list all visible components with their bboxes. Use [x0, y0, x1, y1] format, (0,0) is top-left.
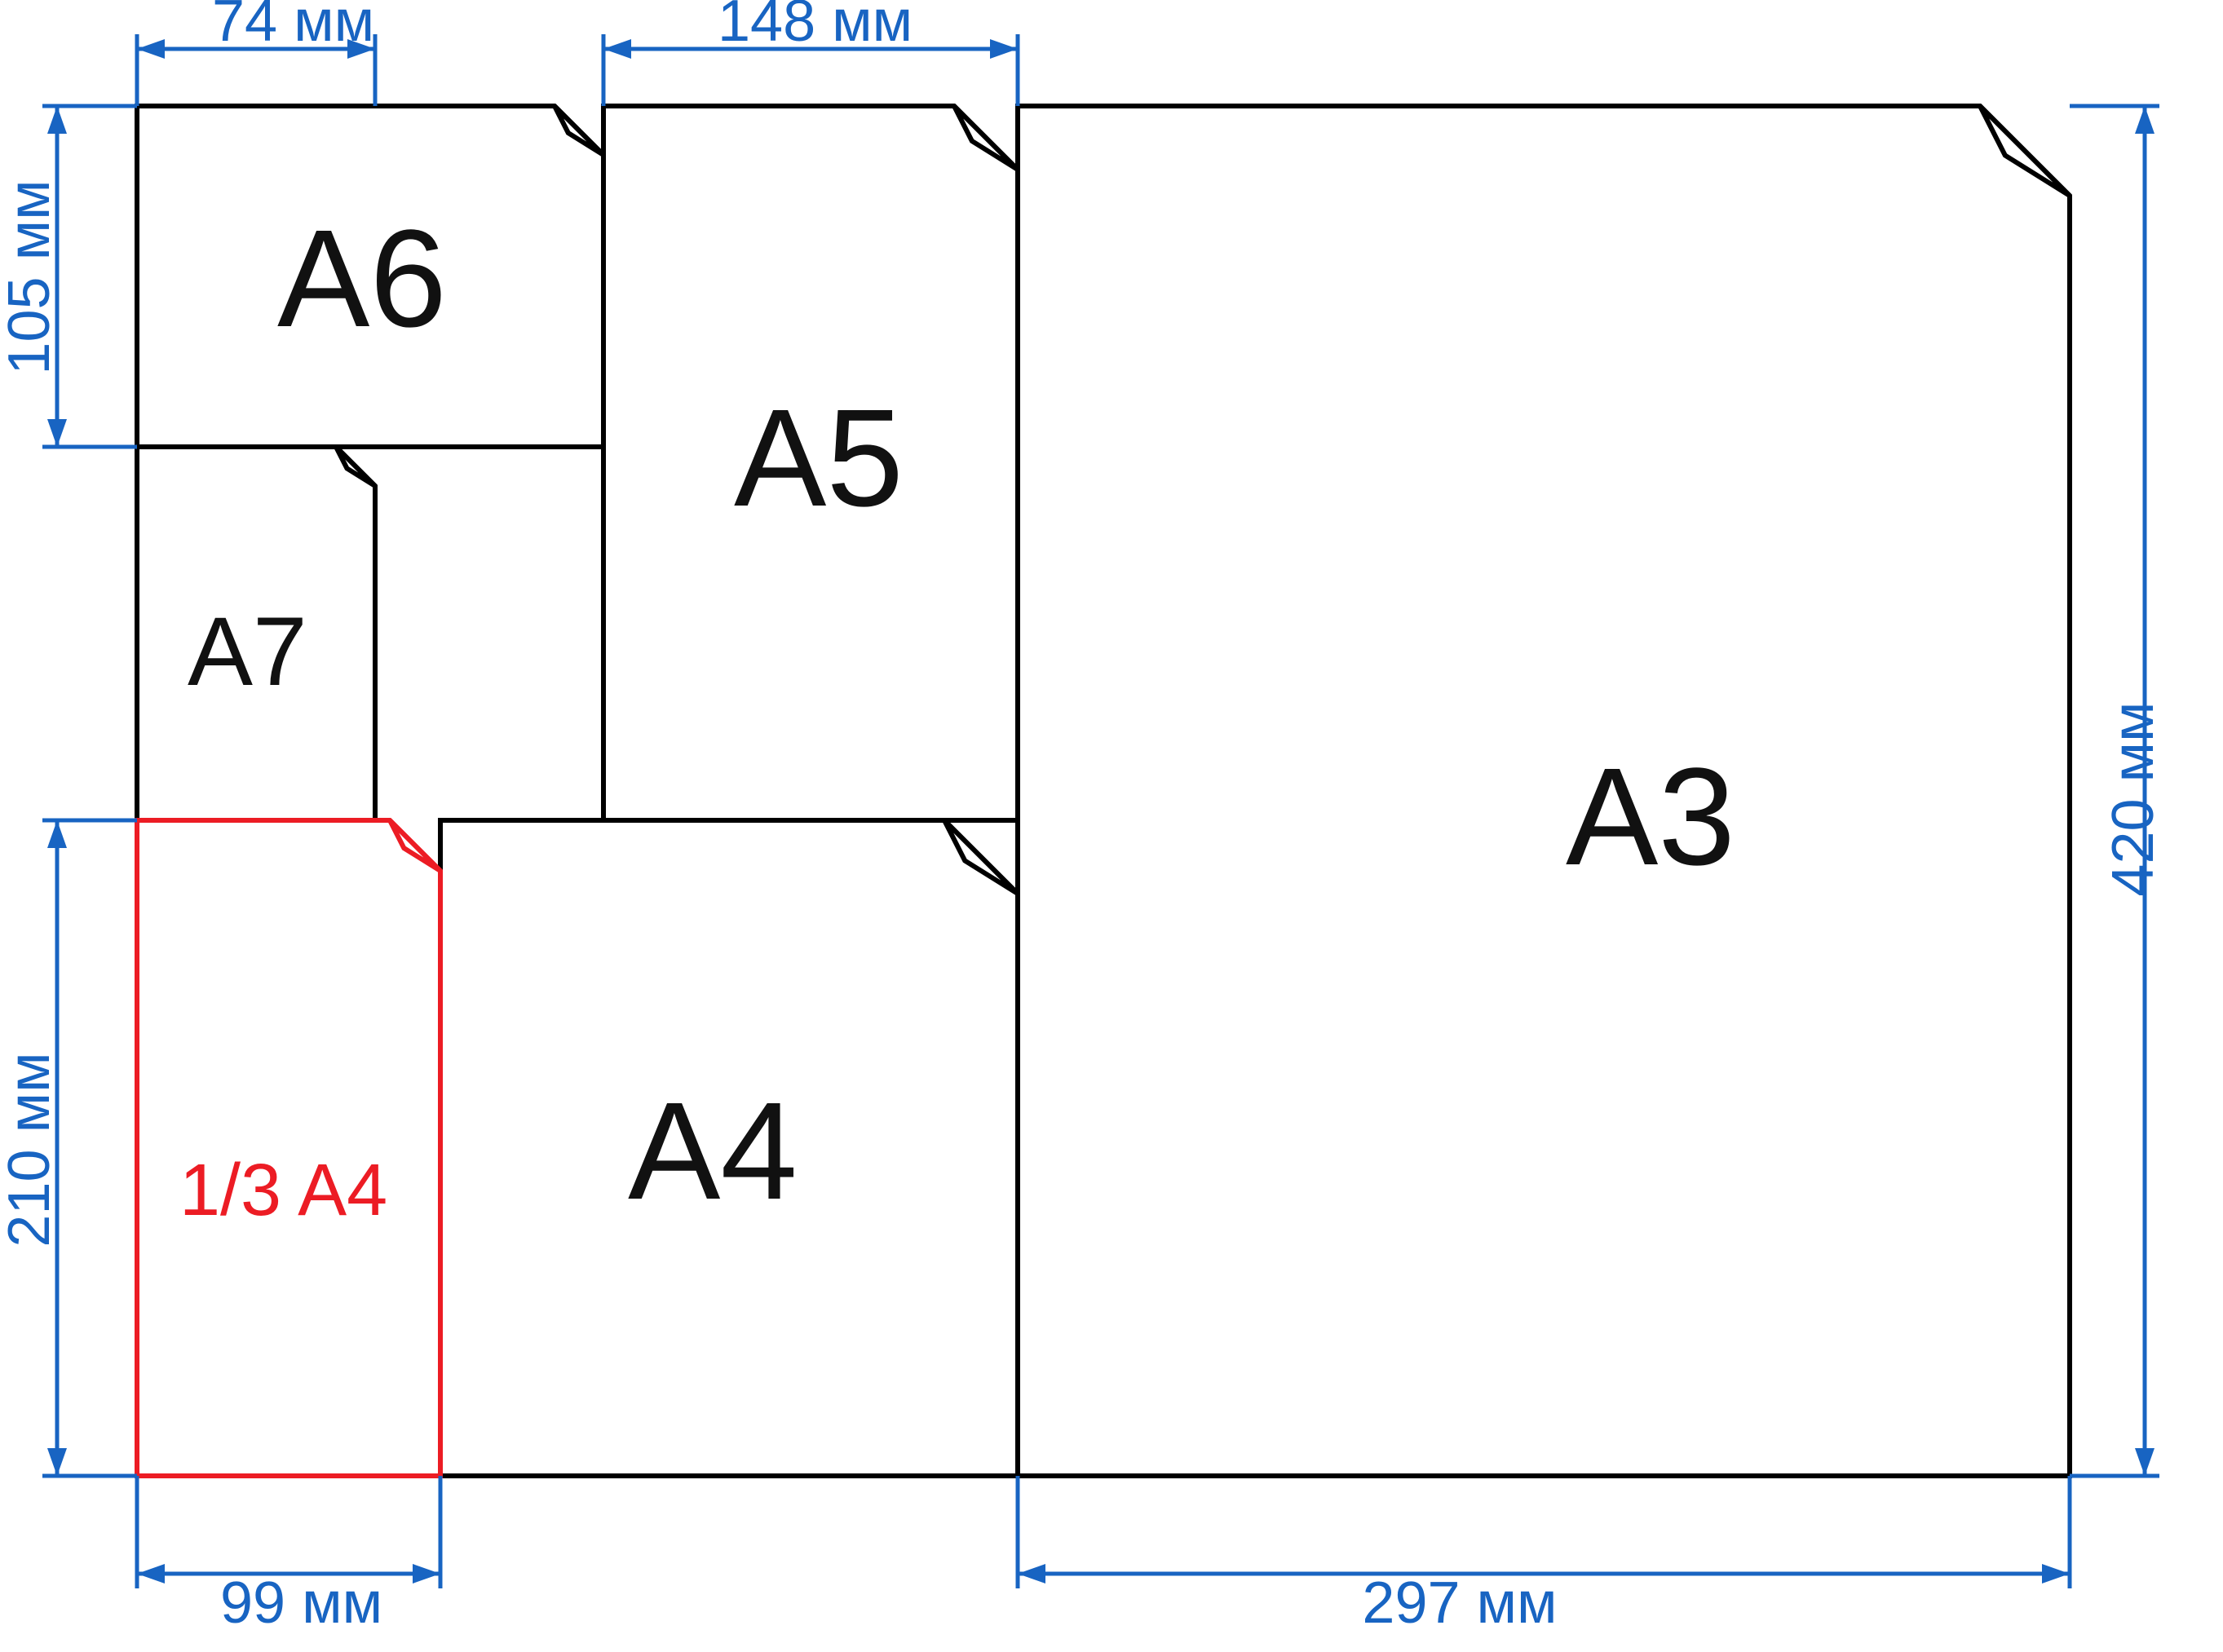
svg-text:A4: A4 — [628, 1074, 798, 1229]
svg-text:A5: A5 — [734, 381, 904, 536]
svg-text:297 мм: 297 мм — [1362, 1570, 1557, 1636]
svg-text:105 мм: 105 мм — [0, 179, 62, 374]
svg-text:99 мм: 99 мм — [220, 1570, 382, 1636]
svg-text:420 мм: 420 мм — [2101, 701, 2166, 896]
svg-text:148 мм: 148 мм — [718, 0, 913, 54]
svg-text:210 мм: 210 мм — [0, 1052, 62, 1247]
svg-text:A7: A7 — [188, 597, 307, 706]
paper-sizes-diagram: A3 A4 A5 A6 A7 1/3 A4 74 мм 148 мм 105 мм 210 мм 9… — [0, 0, 2223, 1652]
svg-text:74 мм: 74 мм — [212, 0, 374, 54]
svg-text:A6: A6 — [277, 201, 447, 356]
svg-text:1/3 A4: 1/3 A4 — [179, 1150, 387, 1231]
svg-text:A3: A3 — [1566, 740, 1735, 894]
